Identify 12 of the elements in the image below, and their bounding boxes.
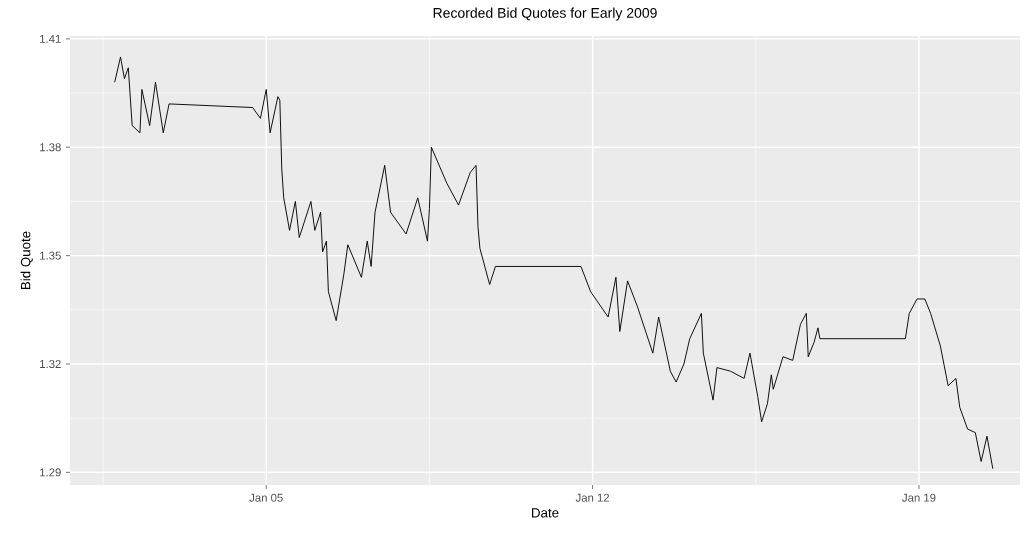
chart-title: Recorded Bid Quotes for Early 2009 xyxy=(433,7,657,21)
x-tick-label: Jan 19 xyxy=(902,493,936,502)
y-tick-label: 1.35 xyxy=(40,251,61,260)
x-tick-label: Jan 12 xyxy=(575,493,610,502)
y-tick-label: 1.32 xyxy=(40,359,61,368)
x-axis-title: Date xyxy=(532,508,559,518)
y-tick-label: 1.29 xyxy=(40,468,61,477)
y-tick-label: 1.41 xyxy=(40,34,61,43)
line-series xyxy=(114,56,994,470)
y-axis-title: Bid Quote xyxy=(20,231,33,290)
y-tick-label: 1.38 xyxy=(40,143,61,152)
x-tick-label: Jan 05 xyxy=(249,493,283,502)
